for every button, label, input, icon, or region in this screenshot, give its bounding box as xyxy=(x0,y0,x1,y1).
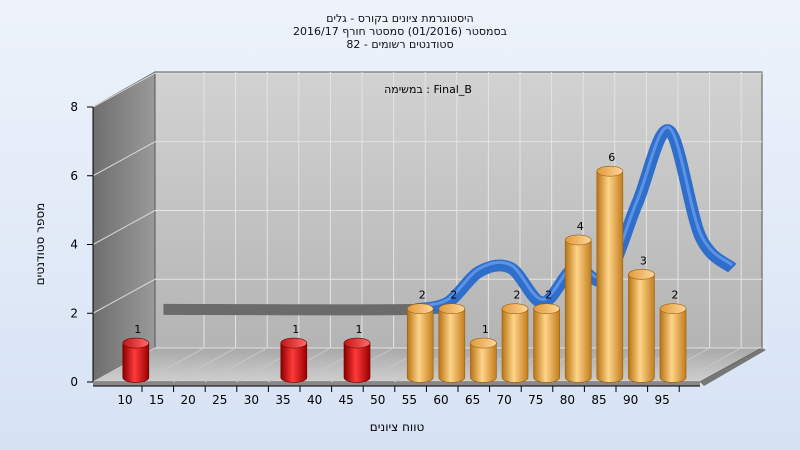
bar-top xyxy=(659,303,687,315)
bar: 4 xyxy=(564,220,592,383)
grid-line xyxy=(204,347,268,383)
x-tick-label: 20 xyxy=(181,393,196,407)
x-tick-label: 50 xyxy=(370,393,385,407)
x-tick-label: 55 xyxy=(402,393,417,407)
bar: 2 xyxy=(659,289,687,383)
bar-value-label: 2 xyxy=(545,289,552,302)
bar-value-label: 2 xyxy=(672,289,679,302)
bar-body xyxy=(438,308,466,383)
x-tick-label: 90 xyxy=(623,393,638,407)
grid-line xyxy=(678,347,742,383)
grid-line xyxy=(92,278,156,314)
x-tick-label: 95 xyxy=(655,393,670,407)
bar: 1 xyxy=(343,323,371,383)
x-tick-label: 70 xyxy=(497,393,512,407)
y-axis-title: מספר סטודנטים xyxy=(33,203,47,286)
x-tick-label: 60 xyxy=(433,393,448,407)
bar-body xyxy=(628,274,655,383)
bar-top xyxy=(280,337,308,349)
bar: 2 xyxy=(438,289,466,383)
bar-value-label: 1 xyxy=(356,323,363,336)
bar-body xyxy=(564,239,592,383)
x-tick-label: 40 xyxy=(307,393,322,407)
bar-value-label: 2 xyxy=(419,289,426,302)
bar-top xyxy=(438,303,466,315)
bar-body xyxy=(501,308,529,383)
x-tick-label: 80 xyxy=(560,393,575,407)
x-tick-label: 25 xyxy=(212,393,227,407)
bar-body xyxy=(533,308,560,383)
floor-front-edge xyxy=(93,382,700,386)
bar-top xyxy=(596,165,624,177)
bar-body xyxy=(122,342,150,383)
bar-value-label: 6 xyxy=(608,151,615,164)
grid-line xyxy=(92,72,156,108)
bar-body xyxy=(406,308,434,383)
bar-top xyxy=(564,234,592,246)
chart-title-line-1: היסטוגרמת ציונים בקורס - גלים xyxy=(326,12,474,25)
bar: 1 xyxy=(122,323,150,383)
x-tick-label: 15 xyxy=(149,393,164,407)
bar-top xyxy=(343,337,371,349)
x-tick-label: 10 xyxy=(117,393,132,407)
chart-title-line-3: סטודנטים רשומים - 82 xyxy=(346,38,454,51)
bar-value-label: 1 xyxy=(292,323,299,336)
bar-top xyxy=(470,337,497,349)
bar: 1 xyxy=(280,323,308,383)
bar-body xyxy=(470,342,497,383)
task-annotation: במשימה : Final_B xyxy=(384,83,472,96)
bar-top xyxy=(406,303,434,315)
x-axis-title: טווח ציונים xyxy=(370,420,425,434)
bar-value-label: 2 xyxy=(514,289,521,302)
grid-line xyxy=(92,141,156,177)
bar-top xyxy=(122,337,150,349)
bar-value-label: 1 xyxy=(134,323,141,336)
bar: 2 xyxy=(406,289,434,383)
grid-line xyxy=(141,347,205,383)
grid-line xyxy=(173,347,236,383)
x-tick-label: 75 xyxy=(528,393,543,407)
bar: 2 xyxy=(533,289,560,383)
y-tick-label: 0 xyxy=(70,375,78,389)
bar: 1 xyxy=(470,323,497,383)
x-tick-label: 35 xyxy=(275,393,290,407)
bar-body xyxy=(659,308,687,383)
x-tick-label: 65 xyxy=(465,393,480,407)
y-tick-label: 8 xyxy=(70,100,78,114)
floor-right-edge xyxy=(700,348,766,386)
bar-body xyxy=(280,342,308,383)
bar-value-label: 3 xyxy=(640,254,647,267)
grid-line xyxy=(92,210,156,245)
y-tick-label: 4 xyxy=(70,238,78,252)
x-tick-label: 30 xyxy=(244,393,259,407)
x-tick-label: 45 xyxy=(339,393,354,407)
bar: 3 xyxy=(628,254,655,383)
bar-body xyxy=(343,342,371,383)
bar-value-label: 4 xyxy=(577,220,584,233)
chart-title-line-2: בסמסטר (01/2016) סמסטר חורף 2016/17 xyxy=(293,25,507,38)
bar: 2 xyxy=(501,289,529,383)
bar-top xyxy=(628,269,655,280)
y-tick-label: 2 xyxy=(70,306,78,320)
bar: 6 xyxy=(596,151,624,383)
x-tick-label: 85 xyxy=(591,393,606,407)
bar-body xyxy=(596,170,624,383)
y-tick-label: 6 xyxy=(70,169,78,183)
bar-top xyxy=(501,303,529,315)
bar-value-label: 1 xyxy=(482,323,489,336)
bar-top xyxy=(533,303,560,315)
bar-value-label: 2 xyxy=(450,289,457,302)
